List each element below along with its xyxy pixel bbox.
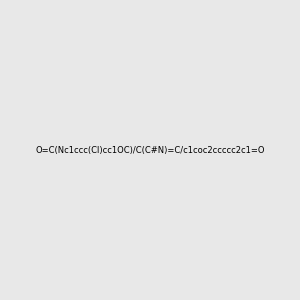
Text: O=C(Nc1ccc(Cl)cc1OC)/C(C#N)=C/c1coc2ccccc2c1=O: O=C(Nc1ccc(Cl)cc1OC)/C(C#N)=C/c1coc2cccc… (35, 146, 265, 154)
